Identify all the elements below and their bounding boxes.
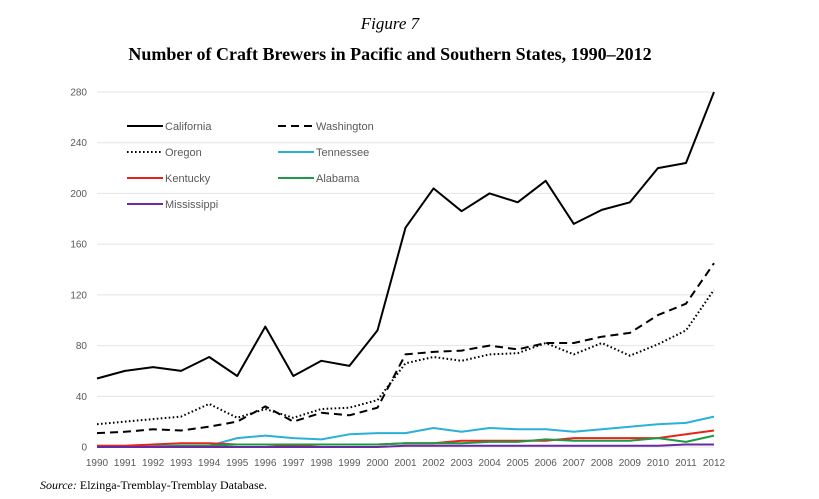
x-tick-label: 2012 xyxy=(703,458,726,469)
legend-label-washington: Washington xyxy=(316,121,374,133)
chart-title: Number of Craft Brewers in Pacific and S… xyxy=(128,44,652,64)
x-tick-label: 1993 xyxy=(170,458,193,469)
y-tick-label: 280 xyxy=(70,88,87,99)
legend-label-mississippi: Mississippi xyxy=(165,199,218,211)
x-tick-label: 1996 xyxy=(254,458,277,469)
series-line-alabama xyxy=(97,434,715,448)
series-line-oregon xyxy=(96,289,715,426)
y-tick-label: 40 xyxy=(76,392,88,403)
x-tick-label: 1997 xyxy=(282,458,305,469)
x-tick-label: 2001 xyxy=(394,458,417,469)
x-tick-label: 1998 xyxy=(310,458,333,469)
figure-label: Figure 7 xyxy=(360,14,420,33)
y-tick-label: 200 xyxy=(70,189,87,200)
x-axis-ticks: 1990 1991 1992 1993 1994 1995 1996 1997 1998 1999… xyxy=(86,458,726,469)
gridlines xyxy=(97,91,714,448)
series-line-washington xyxy=(96,262,715,435)
legend-label-california: California xyxy=(165,121,212,133)
x-tick-label: 2000 xyxy=(366,458,389,469)
series-line-california xyxy=(96,91,715,380)
x-tick-label: 1992 xyxy=(142,458,165,469)
legend-label-tennessee: Tennessee xyxy=(316,147,369,159)
y-tick-label: 160 xyxy=(70,240,87,251)
x-tick-label: 2006 xyxy=(535,458,558,469)
y-axis-ticks: 0 40 80 120 160 200 240 280 xyxy=(70,88,87,454)
source-text: Elzinga-Tremblay-Tremblay Database. xyxy=(76,478,267,492)
x-tick-label: 2011 xyxy=(675,458,697,469)
x-tick-label: 2003 xyxy=(450,458,473,469)
x-tick-label: 1995 xyxy=(226,458,249,469)
legend-label-kentucky: Kentucky xyxy=(165,173,211,185)
series-line-mississippi xyxy=(97,443,714,448)
x-tick-label: 2002 xyxy=(422,458,445,469)
x-tick-label: 1994 xyxy=(198,458,221,469)
x-tick-label: 2009 xyxy=(619,458,642,469)
series-lines xyxy=(96,91,715,448)
x-tick-label: 1990 xyxy=(86,458,109,469)
legend-label-alabama: Alabama xyxy=(316,173,360,185)
x-tick-label: 2005 xyxy=(507,458,530,469)
source-note: Source: Elzinga-Tremblay-Tremblay Databa… xyxy=(40,478,267,493)
x-tick-label: 2004 xyxy=(479,458,502,469)
y-tick-label: 120 xyxy=(70,290,87,301)
y-tick-label: 80 xyxy=(76,341,88,352)
x-tick-label: 1999 xyxy=(338,458,361,469)
x-tick-label: 2007 xyxy=(563,458,586,469)
y-tick-label: 0 xyxy=(81,443,87,454)
legend: California Washington Oregon Tennessee Kentu… xyxy=(127,121,374,211)
source-prefix: Source: xyxy=(40,478,77,492)
x-tick-label: 2008 xyxy=(591,458,614,469)
y-tick-label: 240 xyxy=(70,138,87,149)
x-tick-label: 2010 xyxy=(647,458,670,469)
x-tick-label: 1991 xyxy=(114,458,137,469)
legend-label-oregon: Oregon xyxy=(165,147,202,159)
